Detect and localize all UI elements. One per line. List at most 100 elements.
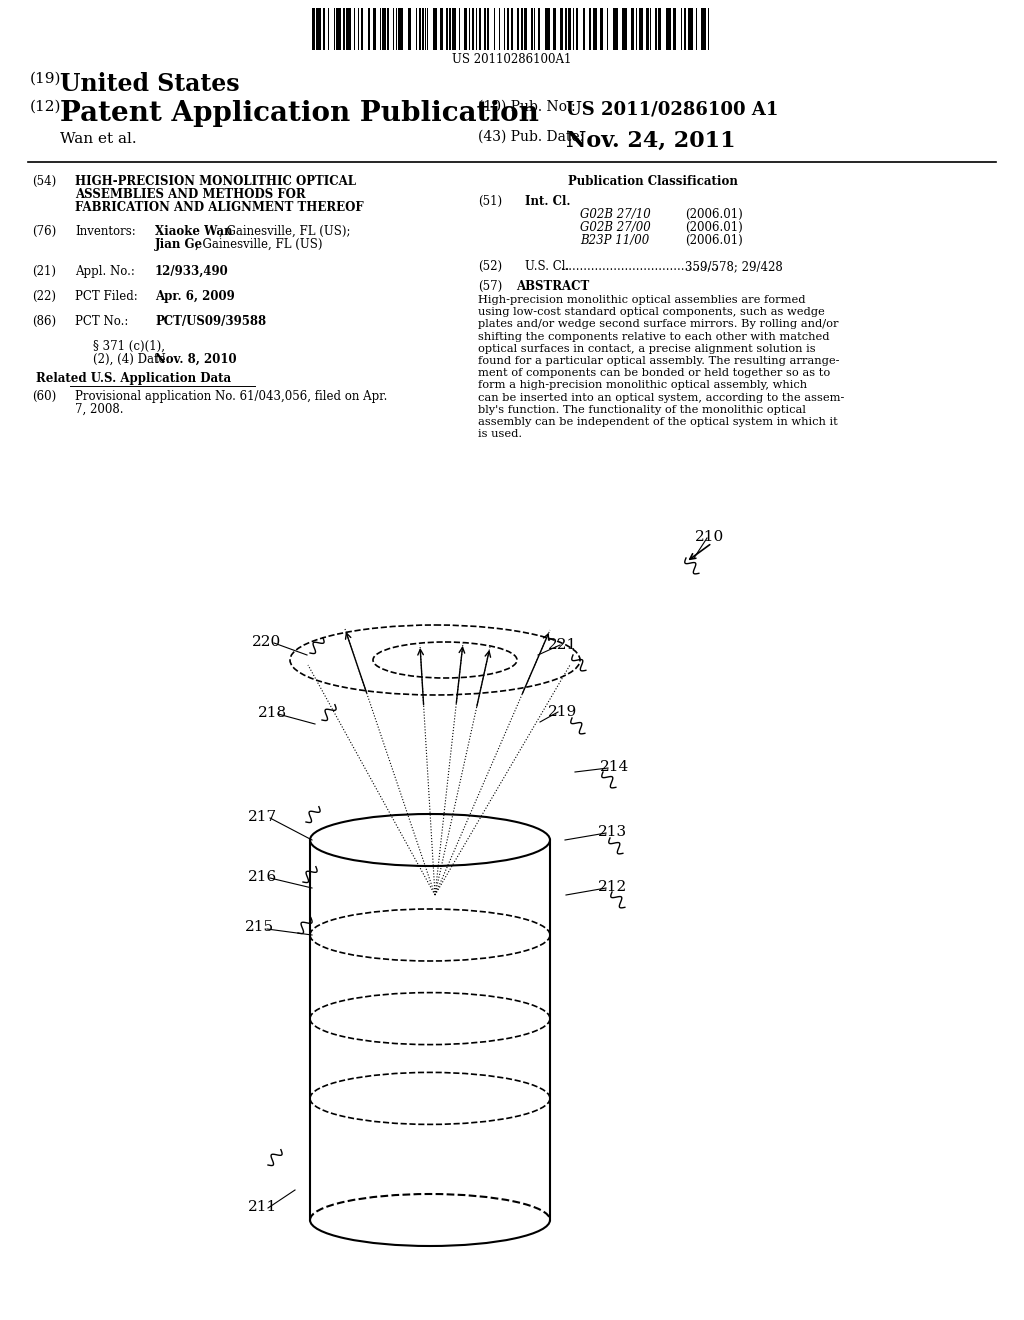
- Text: (2006.01): (2006.01): [685, 234, 742, 247]
- Bar: [655, 8, 657, 50]
- Bar: [507, 8, 509, 50]
- Bar: [346, 8, 351, 50]
- Text: (54): (54): [32, 176, 56, 187]
- Text: Int. Cl.: Int. Cl.: [525, 195, 570, 209]
- Text: Publication Classification: Publication Classification: [568, 176, 738, 187]
- Text: (21): (21): [32, 265, 56, 279]
- Bar: [368, 8, 370, 50]
- Text: G02B 27/10: G02B 27/10: [580, 209, 650, 220]
- Bar: [440, 8, 443, 50]
- Text: United States: United States: [60, 73, 240, 96]
- Text: (10) Pub. No.:: (10) Pub. No.:: [478, 100, 575, 114]
- Text: (12): (12): [30, 100, 61, 114]
- Text: , Gainesville, FL (US);: , Gainesville, FL (US);: [219, 224, 350, 238]
- Text: Wan et al.: Wan et al.: [60, 132, 136, 147]
- Text: (86): (86): [32, 315, 56, 327]
- Text: US 2011/0286100 A1: US 2011/0286100 A1: [566, 100, 778, 117]
- Bar: [449, 8, 451, 50]
- Text: (52): (52): [478, 260, 502, 273]
- Text: assembly can be independent of the optical system in which it: assembly can be independent of the optic…: [478, 417, 838, 426]
- Bar: [583, 8, 585, 50]
- Bar: [373, 8, 376, 50]
- Bar: [688, 8, 693, 50]
- Bar: [343, 8, 345, 50]
- Text: 217: 217: [248, 810, 278, 824]
- Text: form a high-precision monolithic optical assembly, which: form a high-precision monolithic optical…: [478, 380, 807, 391]
- Text: ASSEMBLIES AND METHODS FOR: ASSEMBLIES AND METHODS FOR: [75, 187, 305, 201]
- Text: High-precision monolithic optical assemblies are formed: High-precision monolithic optical assemb…: [478, 294, 806, 305]
- Bar: [472, 8, 474, 50]
- Bar: [568, 8, 571, 50]
- Text: shifting the components relative to each other with matched: shifting the components relative to each…: [478, 331, 829, 342]
- Text: (76): (76): [32, 224, 56, 238]
- Text: 216: 216: [248, 870, 278, 884]
- Bar: [398, 8, 403, 50]
- Bar: [673, 8, 676, 50]
- Text: is used.: is used.: [478, 429, 522, 440]
- Bar: [446, 8, 449, 50]
- Bar: [639, 8, 643, 50]
- Text: Provisional application No. 61/043,056, filed on Apr.: Provisional application No. 61/043,056, …: [75, 389, 387, 403]
- Bar: [521, 8, 523, 50]
- Bar: [464, 8, 467, 50]
- Bar: [511, 8, 513, 50]
- Text: can be inserted into an optical system, according to the assem-: can be inserted into an optical system, …: [478, 392, 845, 403]
- Bar: [433, 8, 437, 50]
- Bar: [701, 8, 706, 50]
- Bar: [545, 8, 550, 50]
- Text: Inventors:: Inventors:: [75, 224, 136, 238]
- Text: optical surfaces in contact, a precise alignment solution is: optical surfaces in contact, a precise a…: [478, 343, 816, 354]
- Text: using low-cost standard optical components, such as wedge: using low-cost standard optical componen…: [478, 308, 824, 317]
- Bar: [613, 8, 618, 50]
- Bar: [593, 8, 597, 50]
- Bar: [316, 8, 321, 50]
- Text: (2006.01): (2006.01): [685, 209, 742, 220]
- Bar: [517, 8, 519, 50]
- Bar: [666, 8, 671, 50]
- Text: HIGH-PRECISION MONOLITHIC OPTICAL: HIGH-PRECISION MONOLITHIC OPTICAL: [75, 176, 356, 187]
- Text: § 371 (c)(1),: § 371 (c)(1),: [93, 341, 165, 352]
- Text: (2), (4) Date:: (2), (4) Date:: [93, 352, 170, 366]
- Bar: [658, 8, 662, 50]
- Text: 7, 2008.: 7, 2008.: [75, 403, 124, 416]
- Bar: [484, 8, 486, 50]
- Text: Nov. 24, 2011: Nov. 24, 2011: [566, 129, 735, 152]
- Text: Jian Ge: Jian Ge: [155, 238, 203, 251]
- Text: 218: 218: [258, 706, 287, 719]
- Text: Appl. No.:: Appl. No.:: [75, 265, 135, 279]
- Text: (57): (57): [478, 280, 502, 293]
- Text: (51): (51): [478, 195, 502, 209]
- Text: Nov. 8, 2010: Nov. 8, 2010: [155, 352, 237, 366]
- Text: plates and/or wedge second surface mirrors. By rolling and/or: plates and/or wedge second surface mirro…: [478, 319, 839, 330]
- Bar: [600, 8, 603, 50]
- Text: Related U.S. Application Data: Related U.S. Application Data: [36, 372, 231, 385]
- Text: 214: 214: [600, 760, 630, 774]
- Text: ABSTRACT: ABSTRACT: [516, 280, 590, 293]
- Text: ..........................................: ........................................…: [557, 260, 718, 273]
- Bar: [487, 8, 489, 50]
- Text: , Gainesville, FL (US): , Gainesville, FL (US): [195, 238, 323, 251]
- Text: ment of components can be bonded or held together so as to: ment of components can be bonded or held…: [478, 368, 830, 379]
- Bar: [479, 8, 481, 50]
- Bar: [622, 8, 627, 50]
- Text: (2006.01): (2006.01): [685, 220, 742, 234]
- Bar: [452, 8, 456, 50]
- Text: found for a particular optical assembly. The resulting arrange-: found for a particular optical assembly.…: [478, 356, 840, 366]
- Text: 359/578; 29/428: 359/578; 29/428: [685, 260, 782, 273]
- Text: Apr. 6, 2009: Apr. 6, 2009: [155, 290, 234, 304]
- Bar: [387, 8, 389, 50]
- Bar: [524, 8, 527, 50]
- Text: 211: 211: [248, 1200, 278, 1214]
- Text: 12/933,490: 12/933,490: [155, 265, 228, 279]
- Text: (22): (22): [32, 290, 56, 304]
- Text: PCT/US09/39588: PCT/US09/39588: [155, 315, 266, 327]
- Bar: [361, 8, 362, 50]
- Text: U.S. Cl.: U.S. Cl.: [525, 260, 569, 273]
- Text: 210: 210: [695, 531, 724, 544]
- Text: G02B 27/00: G02B 27/00: [580, 220, 650, 234]
- Bar: [565, 8, 567, 50]
- Bar: [323, 8, 325, 50]
- Bar: [553, 8, 556, 50]
- Text: 215: 215: [245, 920, 274, 935]
- Text: (60): (60): [32, 389, 56, 403]
